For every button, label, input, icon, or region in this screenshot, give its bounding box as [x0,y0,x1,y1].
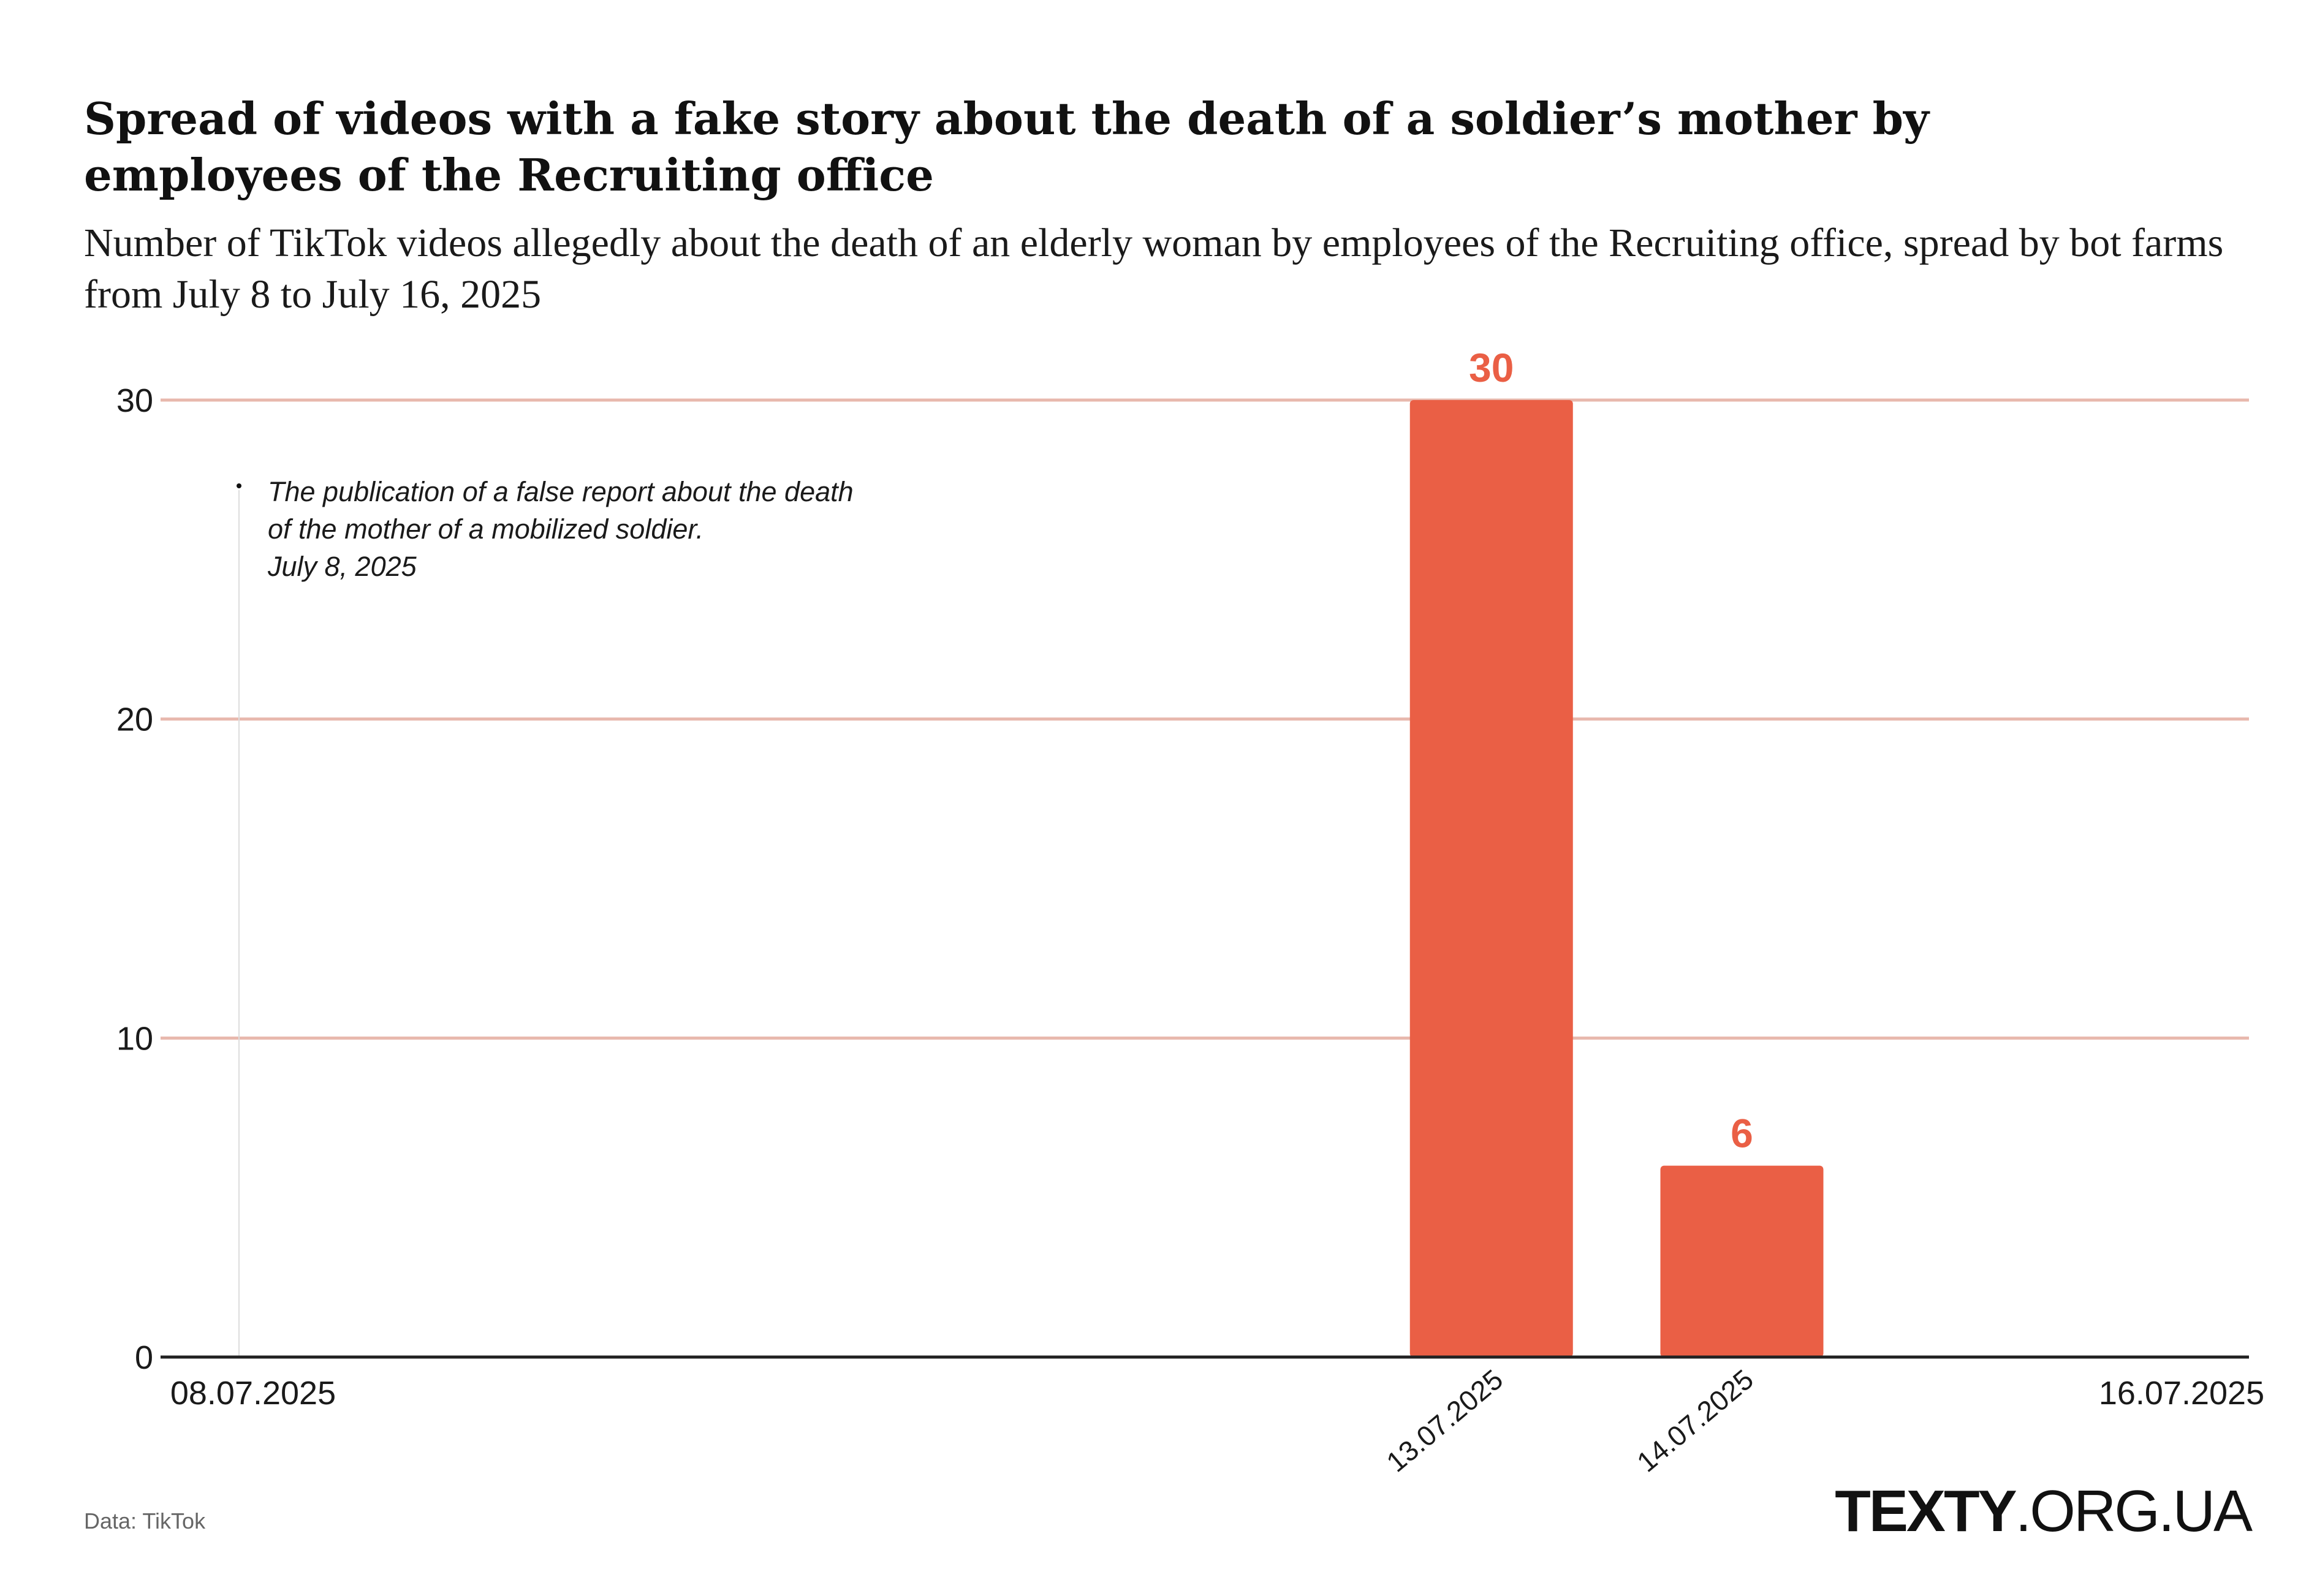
chart-subtitle: Number of TikTok videos allegedly about … [84,221,2224,317]
y-tick-label: 30 [116,382,153,419]
annotation-line-2: of the mother of a mobilized soldier. [268,513,704,545]
y-tick-label: 0 [135,1339,153,1376]
bar-value-label: 6 [1731,1111,1753,1156]
chart-title: Spread of videos with a fake story about… [84,93,1929,201]
x-axis-start-label: 08.07.2025 [170,1375,336,1412]
x-category-label: 13.07.2025 [1380,1363,1509,1478]
bar[interactable] [1660,1165,1824,1357]
annotation-line-1: The publication of a false report about … [268,476,854,507]
bar-value-label: 30 [1469,345,1514,390]
chart-annotation: The publication of a false report about … [268,473,1003,585]
x-category-label: 14.07.2025 [1631,1363,1759,1478]
y-tick-label: 20 [116,702,153,738]
bar[interactable] [1409,400,1573,1357]
x-axis-end-label: 16.07.2025 [2099,1375,2264,1412]
brand-logo-rest: .ORG.UA [2015,1478,2253,1544]
data-source: Data: TikTok [84,1508,206,1534]
y-tick-label: 10 [116,1020,153,1057]
annotation-marker-dot [237,483,241,488]
brand-logo-bold: TEXTY [1835,1478,2017,1544]
brand-logo[interactable]: TEXTY.ORG.UA [1835,1478,2253,1545]
annotation-line-3: July 8, 2025 [268,551,417,582]
